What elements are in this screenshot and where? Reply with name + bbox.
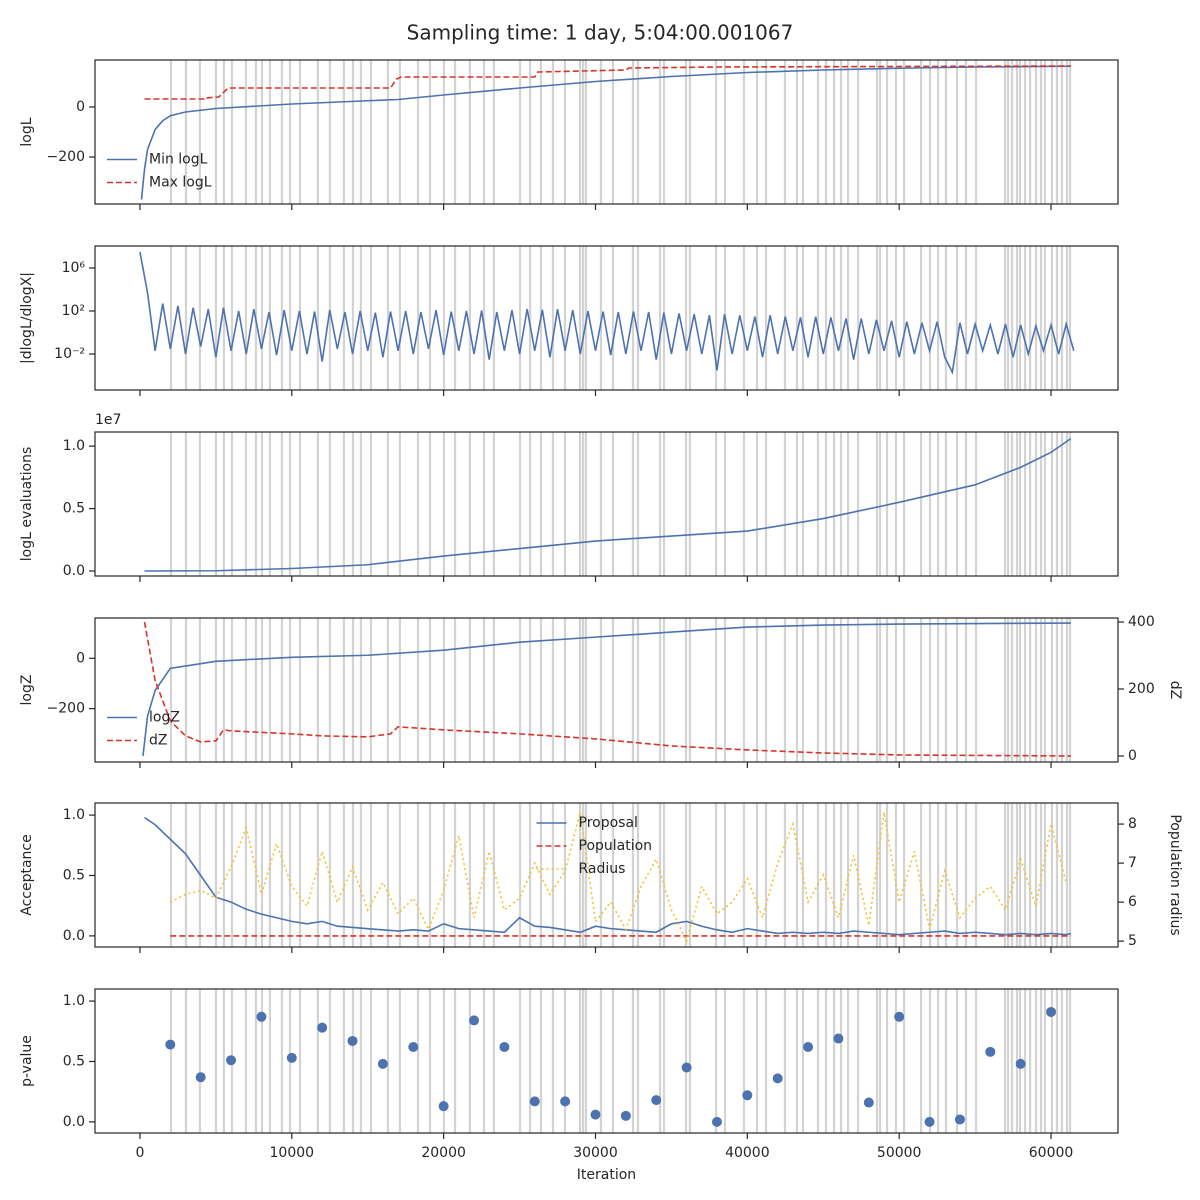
y2-axis-label: dZ [1167, 681, 1183, 699]
point [711, 1116, 722, 1127]
point [317, 1022, 328, 1033]
series-line [144, 816, 1071, 936]
x-tick-label: 30000 [573, 1145, 618, 1161]
axes-frame [94, 59, 1119, 205]
y-tick-label: 10² [62, 303, 85, 319]
axes-frame [94, 431, 1119, 577]
plot-area [144, 432, 1072, 576]
series-line [143, 621, 1071, 757]
point [347, 1035, 358, 1046]
legend-label: logZ [149, 710, 180, 726]
point [469, 1015, 480, 1026]
point [772, 1073, 783, 1084]
point [286, 1052, 297, 1063]
y2-tick-label: 7 [1128, 855, 1137, 871]
point [681, 1062, 692, 1073]
axes-frame [94, 245, 1119, 391]
x-axis-label: Iteration [577, 1167, 636, 1183]
point [894, 1011, 905, 1022]
x-tick-label: 20000 [421, 1145, 466, 1161]
y2-tick-label: 400 [1128, 614, 1155, 630]
series-line [169, 812, 1067, 944]
y2-tick-label: 5 [1128, 933, 1137, 949]
plot-area [142, 618, 1072, 762]
plot-area [165, 989, 1072, 1133]
series-line [140, 65, 1071, 200]
y-axis-label: Acceptance [19, 834, 35, 915]
point [499, 1041, 510, 1052]
y-axis-label: logL [19, 117, 35, 146]
legend-label: dZ [149, 733, 167, 749]
x-tick-label: 40000 [725, 1145, 770, 1161]
axes-frame [94, 617, 1119, 763]
y2-tick-label: 0 [1128, 748, 1137, 764]
point [985, 1046, 996, 1057]
y-tick-label: −200 [47, 701, 85, 717]
offset-label: 1e7 [95, 412, 121, 428]
point [408, 1041, 419, 1052]
plot-area [139, 246, 1075, 390]
series-line [139, 251, 1075, 375]
y-tick-label: 1.0 [63, 807, 85, 823]
axes-frame [94, 988, 1119, 1134]
figure-title: Sampling time: 1 day, 5:04:00.001067 [407, 21, 794, 45]
y-tick-label: 0.0 [63, 928, 85, 944]
point [560, 1096, 571, 1107]
x-tick-label: 50000 [877, 1145, 922, 1161]
point [954, 1114, 965, 1125]
y-tick-label: 0 [76, 99, 85, 115]
y2-tick-label: 200 [1128, 681, 1155, 697]
y-tick-label: 1.0 [63, 993, 85, 1009]
y-axis-label: logZ [19, 675, 35, 706]
y-tick-label: 0 [76, 650, 85, 666]
legend-label: Population [579, 838, 653, 854]
point [924, 1116, 935, 1127]
legend-label: Proposal [579, 815, 638, 831]
y2-tick-label: 8 [1128, 816, 1137, 832]
y-axis-label: |dlogL/dlogX| [19, 272, 35, 364]
y-tick-label: 10⁶ [62, 260, 86, 276]
point [195, 1072, 206, 1083]
point [833, 1033, 844, 1044]
x-tick-label: 0 [135, 1145, 144, 1161]
point [438, 1101, 449, 1112]
point [226, 1055, 237, 1066]
legend-label: Radius [579, 861, 626, 877]
legend-label: Max logL [149, 175, 212, 191]
y-tick-label: 0.0 [63, 1114, 85, 1130]
point [256, 1011, 267, 1022]
point [529, 1096, 540, 1107]
y-tick-label: 0.5 [63, 501, 85, 517]
plot-area [144, 803, 1072, 947]
plot-area [140, 60, 1072, 204]
y-tick-label: −200 [47, 149, 85, 165]
series-line [142, 622, 1071, 757]
y-axis-label: logL evaluations [19, 447, 35, 562]
point [590, 1109, 601, 1120]
point [651, 1095, 662, 1106]
point [1046, 1006, 1057, 1017]
y2-tick-label: 6 [1128, 894, 1137, 910]
x-tick-label: 10000 [270, 1145, 315, 1161]
point [165, 1039, 176, 1050]
y-tick-label: 10⁻² [54, 346, 85, 362]
y-tick-label: 0.0 [63, 563, 85, 579]
y-tick-label: 1.0 [63, 438, 85, 454]
point [863, 1097, 874, 1108]
x-tick-label: 60000 [1029, 1145, 1074, 1161]
point [377, 1058, 388, 1069]
y-axis-label: p-value [19, 1035, 35, 1087]
series-line [144, 65, 1071, 100]
point [1015, 1058, 1026, 1069]
point [742, 1090, 753, 1101]
point [803, 1041, 814, 1052]
y-tick-label: 0.5 [63, 867, 85, 883]
point [620, 1110, 631, 1121]
y-tick-label: 0.5 [63, 1053, 85, 1069]
legend-label: Min logL [149, 152, 208, 168]
y2-axis-label: Population radius [1167, 814, 1183, 935]
series-line [144, 437, 1072, 572]
